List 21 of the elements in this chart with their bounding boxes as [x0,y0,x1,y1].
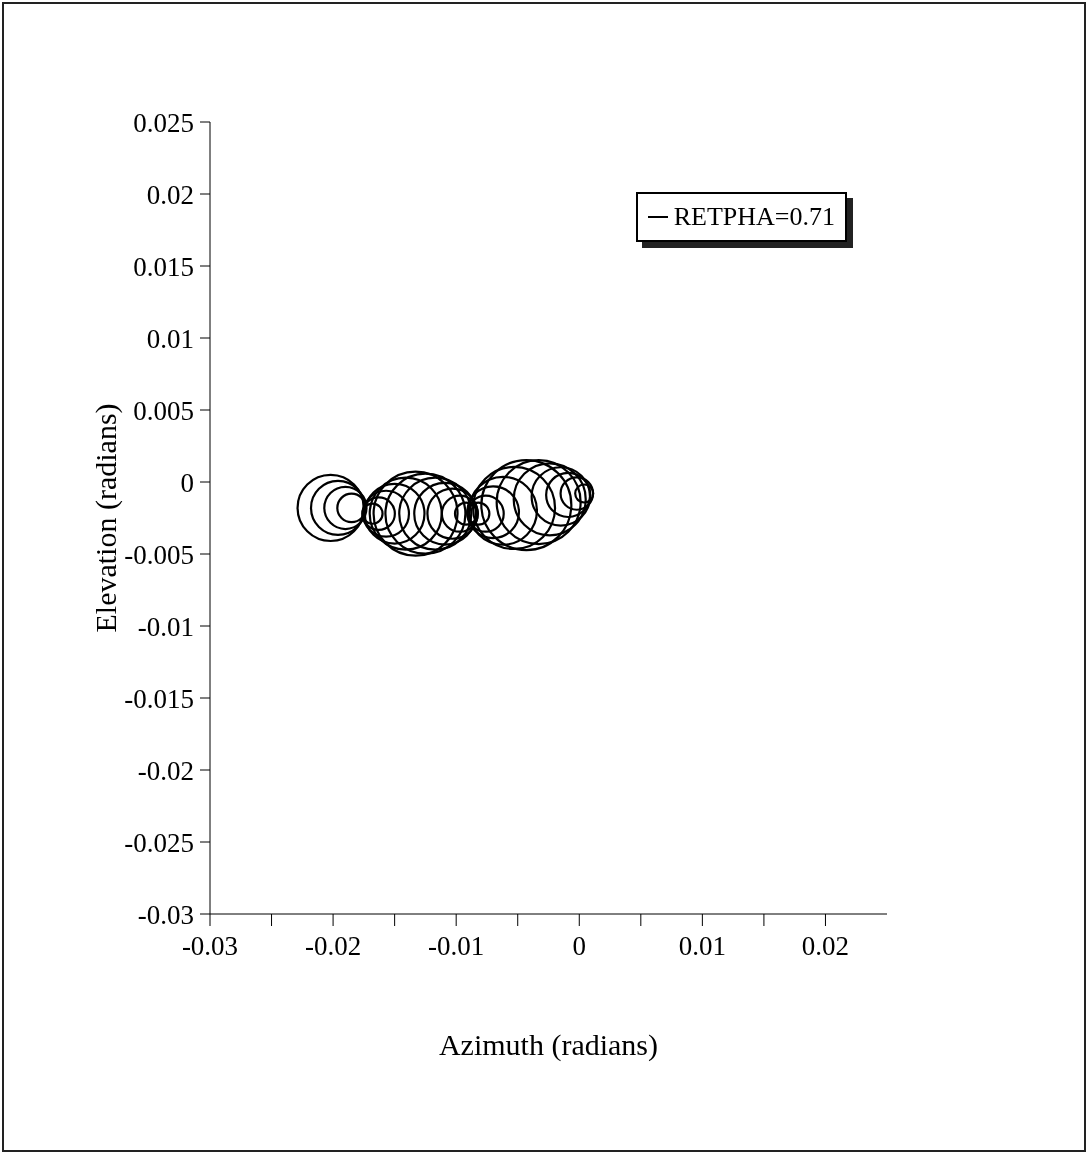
x-tick-label: -0.02 [304,931,362,962]
x-tick-label: -0.03 [181,931,239,962]
x-tick-label: 0 [572,931,587,962]
y-tick-label: 0.02 [146,179,194,210]
y-tick-label: -0.005 [124,539,194,570]
legend-label: RETPHA=0.71 [673,202,835,232]
y-tick-label: 0 [180,467,194,498]
y-tick-label: -0.025 [124,827,194,858]
x-tick-label: -0.01 [428,931,485,962]
x-axis-title: Azimuth (radians) [438,1028,659,1063]
y-tick-label: -0.03 [137,899,194,930]
x-tick-label: 0.02 [801,931,850,962]
y-tick-label: 0.025 [133,107,194,138]
y-tick-label: -0.01 [137,611,194,642]
x-tick-label: 0.01 [678,931,726,962]
y-tick-label: -0.02 [137,755,194,786]
y-tick-label: 0.01 [146,323,194,354]
y-tick-label: -0.015 [124,683,194,714]
y-axis-title: Elevation (radians) [88,403,123,633]
y-tick-label: 0.005 [133,395,194,426]
y-tick-label: 0.015 [133,251,194,282]
